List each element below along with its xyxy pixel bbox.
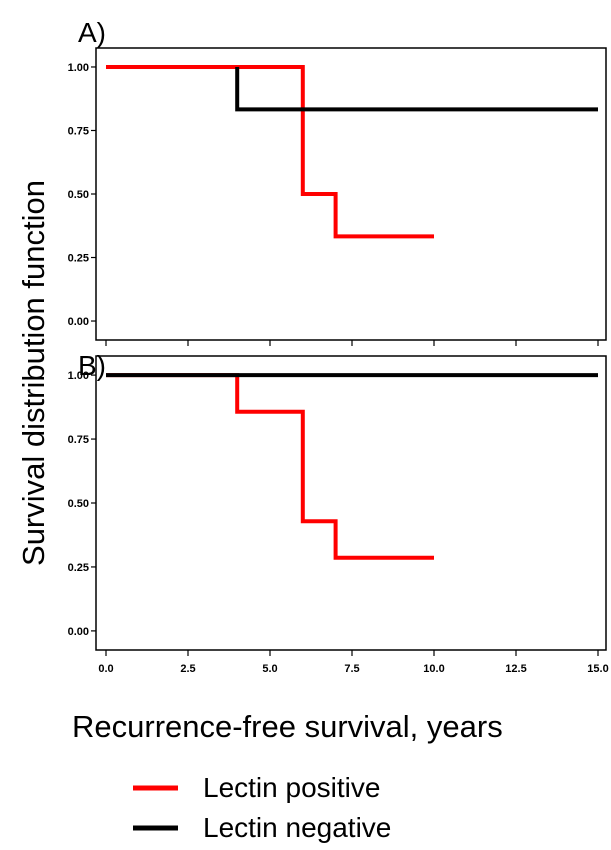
x-axis-title: Recurrence-free survival, years <box>72 709 503 744</box>
legend-label: Lectin positive <box>203 772 380 803</box>
panels: A)0.000.250.500.751.00B)0.000.250.500.75… <box>68 17 609 675</box>
y-tick-label: 0.25 <box>68 253 89 265</box>
x-tick-label: 7.5 <box>344 663 359 675</box>
x-tick-label: 0.0 <box>98 663 113 675</box>
panel-label: B) <box>78 350 106 381</box>
series-line-lectin-positive <box>106 65 434 239</box>
x-tick-label: 2.5 <box>180 663 195 675</box>
panel-label: A) <box>78 17 106 48</box>
plot-frame <box>95 47 607 341</box>
plot-frame <box>95 355 607 651</box>
panel-b: B) 0.00 0.25 0.50 0.75 1.00 0.0 2.5 5.0 7.5 10.0 12… <box>68 350 609 675</box>
y-tick-label: 1.00 <box>68 62 89 74</box>
x-tick-label: 15.0 <box>587 663 608 675</box>
legend-item-lectin-positive: Lectin positive <box>133 772 380 803</box>
series-line-lectin-negative <box>235 67 598 112</box>
series-line-lectin-positive <box>106 373 434 560</box>
y-tick-label: 1.00 <box>68 370 89 382</box>
y-tick-label: 0.00 <box>68 316 89 328</box>
legend: Lectin positive Lectin negative <box>133 772 391 843</box>
y-tick-label: 0.75 <box>68 125 89 137</box>
y-axis-title: Survival distribution function <box>16 180 51 566</box>
panel-a: A) 0.00 0.25 0.50 0.75 1.00 <box>68 17 607 346</box>
legend-item-lectin-negative: Lectin negative <box>133 812 391 843</box>
y-tick-label: 0.50 <box>68 189 89 201</box>
x-tick-label: 10.0 <box>423 663 444 675</box>
legend-label: Lectin negative <box>203 812 391 843</box>
y-tick-label: 0.75 <box>68 434 89 446</box>
y-tick-label: 0.50 <box>68 498 89 510</box>
x-tick-label: 12.5 <box>505 663 526 675</box>
y-tick-label: 0.00 <box>68 626 89 638</box>
x-tick-label: 5.0 <box>262 663 277 675</box>
y-tick-label: 0.25 <box>68 562 89 574</box>
